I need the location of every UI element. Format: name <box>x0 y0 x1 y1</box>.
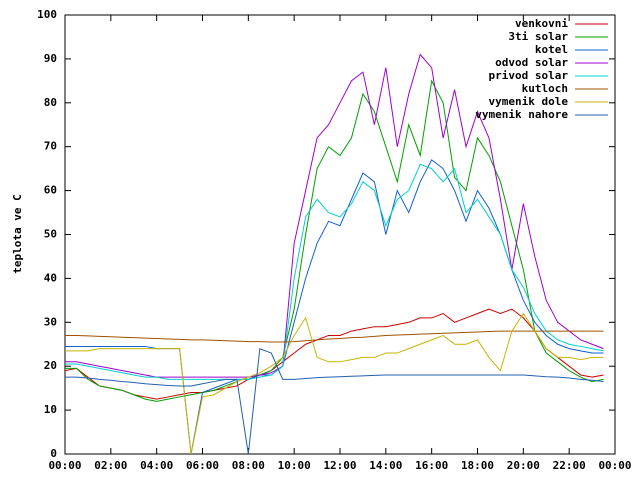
x-tick-label: 22:00 <box>553 459 586 472</box>
legend-label: venkovni <box>515 17 568 30</box>
series-line <box>65 159 604 455</box>
series-line <box>64 308 604 400</box>
y-tick-label: 50 <box>44 228 57 241</box>
x-tick-label: 10:00 <box>278 459 311 472</box>
y-tick-label: 60 <box>44 184 57 197</box>
legend-label: odvod solar <box>495 56 568 69</box>
x-tick-label: 08:00 <box>232 459 265 472</box>
x-tick-label: 16:00 <box>415 459 448 472</box>
x-tick-label: 02:00 <box>94 459 127 472</box>
legend-label: vymenik nahore <box>475 108 568 121</box>
x-tick-label: 20:00 <box>507 459 540 472</box>
x-tick-label: 00:00 <box>48 459 81 472</box>
legend-label: kotel <box>535 43 568 56</box>
y-tick-label: 0 <box>50 447 57 460</box>
y-axis-label: teplota ve C <box>11 194 24 273</box>
legend-label: kutloch <box>522 82 568 95</box>
y-tick-label: 10 <box>44 403 57 416</box>
series-line <box>65 330 604 343</box>
x-tick-label: 00:00 <box>598 459 631 472</box>
y-tick-label: 40 <box>44 271 57 284</box>
x-tick-label: 12:00 <box>323 459 356 472</box>
series-line <box>65 312 604 455</box>
y-tick-label: 20 <box>44 359 57 372</box>
y-tick-label: 90 <box>44 52 57 65</box>
legend-label: vymenik dole <box>489 95 569 108</box>
y-tick-label: 30 <box>44 315 57 328</box>
series-line <box>65 163 604 380</box>
x-tick-label: 18:00 <box>461 459 494 472</box>
series-line <box>65 79 604 402</box>
legend-label: privod solar <box>489 69 569 82</box>
legend-label: 3ti solar <box>508 30 568 43</box>
y-tick-label: 70 <box>44 140 57 153</box>
y-tick-label: 80 <box>44 96 57 109</box>
x-tick-label: 14:00 <box>369 459 402 472</box>
series-line <box>65 347 604 455</box>
y-tick-label: 100 <box>37 8 57 21</box>
x-tick-label: 06:00 <box>186 459 219 472</box>
x-tick-label: 04:00 <box>140 459 173 472</box>
